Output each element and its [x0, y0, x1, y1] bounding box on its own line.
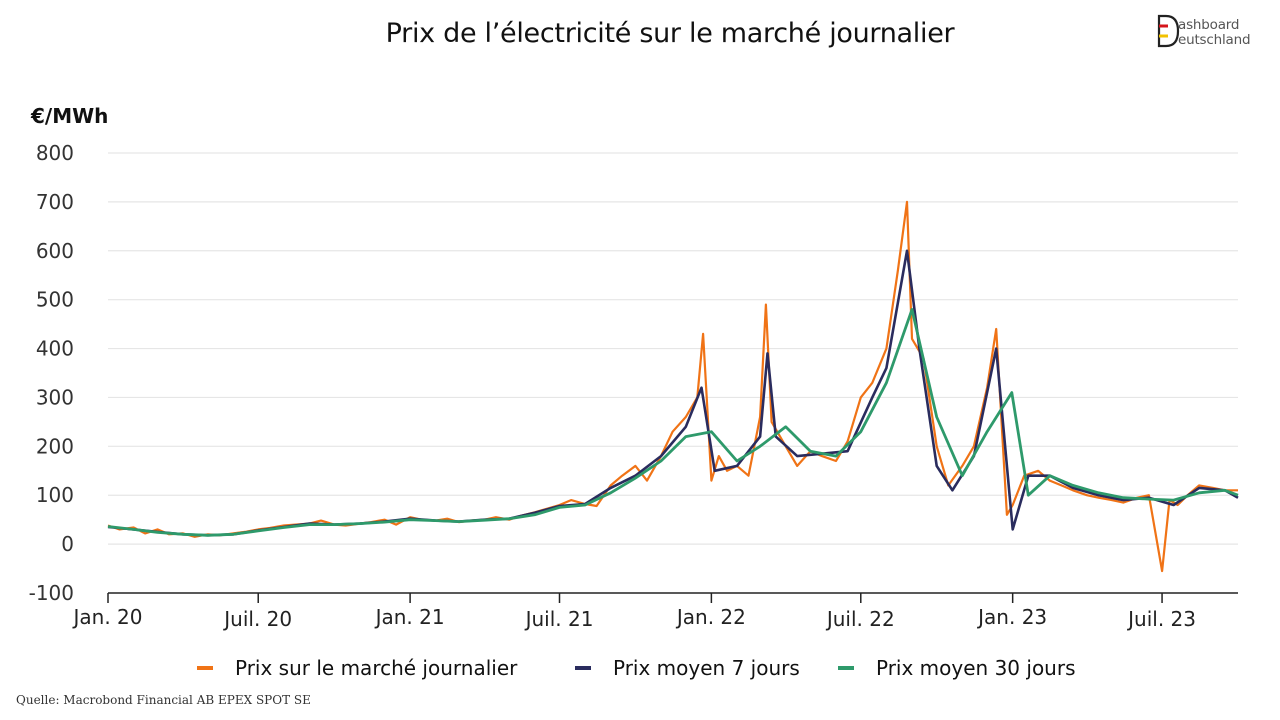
x-axis: Jan. 20 Juil. 20 Jan. 21 Juil. 21 Jan. 22 Jui… [72, 592, 1238, 631]
legend-item-daily[interactable]: Prix sur le marché journalier [197, 656, 517, 680]
x-tick-label: Jan. 23 [976, 605, 1047, 629]
legend-label-avg7: Prix moyen 7 jours [613, 656, 800, 680]
y-tick-label: 700 [36, 190, 74, 214]
x-tick-label: Jan. 20 [72, 605, 143, 629]
x-tick-label: Jan. 22 [675, 605, 746, 629]
y-tick-label: 600 [36, 239, 74, 263]
logo-d-icon [1157, 14, 1180, 48]
legend-swatch-daily [197, 666, 213, 670]
source-note: Quelle: Macrobond Financial AB EPEX SPOT… [16, 693, 311, 707]
y-tick-label: 200 [36, 434, 74, 458]
y-tick-label: 400 [36, 337, 74, 361]
logo-line-1: ashboard [1178, 17, 1240, 33]
x-tick-label: Juil. 23 [1126, 607, 1196, 631]
x-tick-label: Juil. 20 [222, 607, 292, 631]
dashboard-deutschland-logo: ashboard eutschland [1156, 14, 1260, 52]
logo-line-2: eutschland [1178, 32, 1251, 48]
legend-swatch-avg7 [575, 666, 591, 670]
x-tick-label: Juil. 21 [524, 607, 594, 631]
legend-label-daily: Prix sur le marché journalier [235, 656, 518, 680]
chart-title: Prix de l’électricité sur le marché jour… [385, 18, 955, 49]
y-axis-unit-label: €/MWh [31, 104, 109, 128]
y-axis-ticks: -100 0 100 200 300 400 500 600 700 800 [29, 141, 74, 605]
y-tick-label: -100 [29, 581, 74, 605]
y-tick-label: 300 [36, 385, 74, 409]
legend-label-avg30: Prix moyen 30 jours [876, 656, 1076, 680]
series-line-avg7 [107, 249, 1239, 537]
series-line-daily [107, 200, 1238, 573]
series-group [107, 200, 1239, 573]
legend-swatch-avg30 [838, 666, 854, 670]
x-tick-label: Juil. 22 [825, 607, 895, 631]
legend: Prix sur le marché journalier Prix moyen… [0, 656, 1280, 686]
y-tick-label: 0 [61, 532, 74, 556]
legend-item-avg30[interactable]: Prix moyen 30 jours [838, 656, 1076, 680]
x-tick-label: Jan. 21 [374, 605, 445, 629]
legend-item-avg7[interactable]: Prix moyen 7 jours [575, 656, 800, 680]
y-tick-label: 500 [36, 288, 74, 312]
series-line-avg30 [107, 308, 1239, 537]
gridlines [108, 152, 1238, 545]
y-tick-label: 800 [36, 141, 74, 165]
y-tick-label: 100 [36, 483, 74, 507]
